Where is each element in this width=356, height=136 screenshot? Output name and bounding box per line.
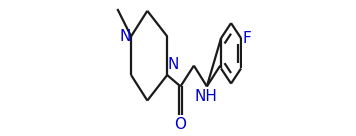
Text: F: F <box>242 31 251 46</box>
Text: O: O <box>174 117 187 132</box>
Text: NH: NH <box>195 89 218 104</box>
Text: N: N <box>168 58 179 72</box>
Text: N: N <box>119 29 130 44</box>
Text: methyl: methyl <box>0 135 1 136</box>
